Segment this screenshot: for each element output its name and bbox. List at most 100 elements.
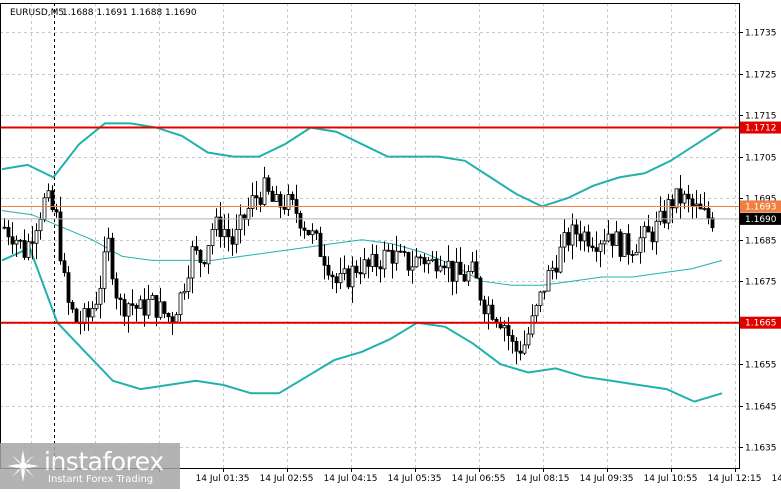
price-axis: 1.17351.17251.17151.17051.16951.16851.16… — [1, 4, 777, 469]
candle-body — [507, 326, 510, 336]
candle-body — [567, 233, 570, 245]
logo-tagline: Instant Forex Trading — [48, 474, 153, 485]
candle-body — [591, 246, 594, 248]
candle-body — [391, 250, 394, 263]
candle-body — [635, 252, 638, 255]
candle-body — [191, 247, 194, 278]
candle — [231, 229, 234, 256]
candle-body — [419, 257, 422, 258]
candle — [519, 341, 522, 360]
bollinger-upper-band — [2, 123, 722, 206]
candle-body — [483, 300, 486, 314]
candle — [195, 236, 198, 255]
candle-body — [491, 305, 494, 319]
candle-body — [607, 234, 610, 241]
candle — [155, 295, 158, 326]
candle — [631, 250, 634, 262]
candle-body — [647, 227, 650, 232]
candle — [399, 244, 402, 253]
x-tick-label: 14 Jul 04:15 — [324, 474, 378, 484]
candle-body — [103, 252, 106, 289]
candle-body — [127, 304, 130, 316]
candle — [571, 213, 574, 259]
candle-body — [151, 295, 154, 299]
candle-body — [179, 293, 182, 315]
candle — [207, 245, 210, 274]
candle — [479, 276, 482, 305]
candle — [255, 181, 258, 210]
candle — [627, 224, 630, 264]
candle-body — [519, 351, 522, 353]
last-price-label: 1.1690 — [745, 215, 777, 225]
instaforex-logo: instaforex Instant Forex Trading — [0, 443, 180, 489]
candle — [63, 253, 66, 277]
candle-body — [115, 279, 118, 298]
candle-body — [363, 260, 366, 274]
candle-body — [415, 257, 418, 267]
candle — [563, 219, 566, 262]
candle-body — [71, 302, 74, 309]
candle — [395, 236, 398, 271]
candle-body — [271, 191, 274, 201]
candle — [11, 222, 14, 254]
candle-body — [383, 250, 386, 269]
y-tick-label: 1.1635 — [745, 444, 777, 454]
candle-body — [119, 298, 122, 300]
candle — [699, 194, 702, 209]
candle — [411, 251, 414, 284]
candle-body — [47, 191, 50, 198]
candle-body — [335, 277, 338, 283]
candle-body — [527, 334, 530, 345]
candle — [371, 244, 374, 272]
candle — [19, 239, 22, 249]
candle-body — [475, 262, 478, 278]
candle-body — [563, 233, 566, 248]
candle-body — [31, 242, 34, 244]
candle — [555, 255, 558, 279]
candle-body — [619, 232, 622, 257]
candle — [83, 303, 86, 331]
candle-body — [359, 273, 362, 274]
candle — [339, 258, 342, 289]
candle — [591, 237, 594, 251]
candle-body — [667, 200, 670, 223]
candle-body — [707, 209, 710, 219]
candle-body — [275, 194, 278, 201]
candle-body — [163, 302, 166, 314]
candle-body — [539, 292, 542, 305]
candle-body — [547, 270, 550, 291]
candle-body — [695, 204, 698, 206]
candle — [7, 220, 10, 245]
candle-body — [207, 246, 210, 264]
candle — [35, 223, 38, 259]
candle — [167, 312, 170, 322]
candle-body — [411, 267, 414, 270]
candle-body — [395, 251, 398, 263]
candle-body — [55, 210, 58, 212]
candle — [3, 218, 6, 229]
candle-body — [659, 211, 662, 221]
candle-body — [471, 262, 474, 272]
candle — [667, 194, 670, 230]
candle-body — [615, 232, 618, 246]
candle — [51, 185, 54, 212]
candle-body — [131, 304, 134, 306]
candle-body — [223, 229, 226, 236]
candle-body — [443, 266, 446, 268]
candle — [619, 229, 622, 262]
candle-body — [423, 258, 426, 264]
candle — [123, 294, 126, 326]
candle-body — [379, 267, 382, 269]
candle-body — [515, 341, 518, 351]
candle-body — [319, 233, 322, 256]
candle-body — [387, 250, 390, 251]
candle-body — [235, 230, 238, 245]
candle — [615, 221, 618, 246]
candle — [711, 212, 714, 232]
candle — [115, 272, 118, 309]
level-label: 1.1665 — [745, 319, 777, 329]
candle — [307, 230, 310, 236]
chart-quote: 1.1688 1.1691 1.1688 1.1690 — [62, 8, 197, 18]
